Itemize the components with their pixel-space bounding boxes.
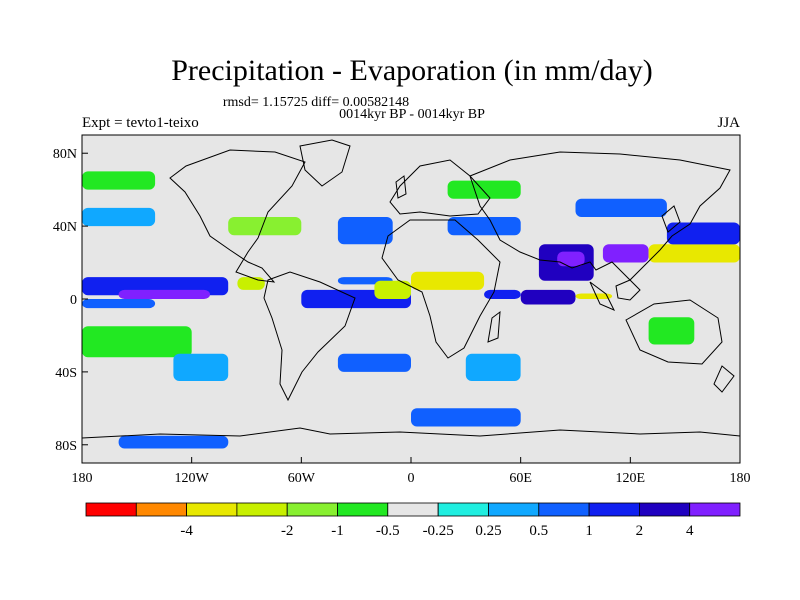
coast-new-zealand [713,365,735,393]
field-region-27 [447,180,521,199]
colorbar-box-6 [387,502,439,517]
colorbar-box-5 [337,502,389,517]
field-region-13 [602,244,649,263]
field-region-17 [82,326,192,358]
y-tick-label-1: 40N [53,220,77,235]
field-region-8 [484,289,521,299]
field-region-19 [337,353,411,372]
coast-south-america [263,271,356,402]
colorbar-box-3 [236,502,288,517]
colorbar-label-1: -2 [281,523,294,539]
field-region-26 [447,217,521,236]
field-region-15 [666,222,740,245]
coast-uk [395,175,407,199]
colorbar-label-9: 4 [686,523,694,539]
colorbar-box-4 [286,502,338,517]
coast-australia [625,299,723,365]
field-region-6 [411,271,485,290]
colorbar-label-4: -0.25 [423,523,454,539]
field-region-25 [337,217,393,245]
x-tick-label-1: 120W [175,471,210,486]
field-region-10 [575,293,613,299]
colorbar-box-8 [488,502,540,517]
field-region-2 [82,299,156,309]
x-tick-label-6: 180 [730,471,751,486]
colorbar-box-11 [639,502,691,517]
chart-subtitle: 0014kyr BP - 0014kyr BP [339,107,485,122]
x-tick-label-5: 120E [616,471,646,486]
colorbar-label-0: -4 [180,523,193,539]
colorbar-label-6: 0.5 [529,523,548,539]
x-tick-label-2: 60W [288,471,316,486]
field-region-22 [118,435,229,449]
coast-madagascar [487,310,501,343]
field-region-1 [118,289,210,299]
coastlines [82,139,740,439]
colorbar-label-3: -0.5 [376,523,400,539]
field-region-18 [173,353,229,381]
colorbar-box-1 [135,502,188,517]
colorbar-label-2: -1 [331,523,344,539]
y-tick-label-2: 0 [70,293,77,308]
chart-title: Precipitation - Evaporation (in mm/day) [171,54,653,87]
colorbar-label-8: 2 [636,523,644,539]
field-region-29 [82,207,156,227]
field-region-14 [648,244,740,263]
coast-borneo [615,279,641,301]
colorbar-label-5: 0.25 [475,523,501,539]
right-label: JJA [717,115,740,131]
field-region-21 [648,317,695,345]
coast-north-america [169,149,306,283]
colorbar: -4 -2 -1 -0.5 -0.25 0.25 0.5 1 2 4 [85,502,741,539]
x-tick-label-4: 60E [509,471,532,486]
coast-japan [661,205,681,233]
y-tick-label-3: 40S [55,366,77,381]
coast-greenland [299,139,351,187]
x-tick-label-3: 0 [408,471,415,486]
field-region-3 [237,277,265,290]
x-axis: 180 120W 60W 0 60E 120E 180 [72,457,751,486]
field-region-30 [82,171,156,190]
field-region-28 [575,198,667,217]
plot-area: 180 120W 60W 0 60E 120E 180 80N 40N 0 40S 80S [53,134,751,486]
colorbar-label-7: 1 [585,523,593,539]
pme-field [82,171,740,449]
coast-sumatra [589,281,616,311]
coast-asia [469,151,731,281]
field-region-24 [228,217,302,236]
y-tick-label-0: 80N [53,147,77,162]
colorbar-box-7 [437,502,489,517]
colorbar-box-0 [85,502,137,517]
coast-africa [381,219,501,359]
field-region-12 [557,251,585,267]
coast-antarctica [82,427,740,439]
colorbar-box-9 [538,502,590,517]
colorbar-box-10 [588,502,640,517]
y-tick-label-4: 80S [55,439,77,454]
stats-text: rmsd= 1.15725 diff= 0.00582148 [223,95,409,110]
field-region-7 [374,280,411,299]
field-region-20 [465,353,521,381]
field-region-9 [520,289,576,305]
x-tick-label-0: 180 [72,471,93,486]
colorbar-box-12 [689,502,741,517]
coast-europe [389,159,491,217]
y-axis: 80N 40N 0 40S 80S [53,147,88,454]
field-region-23 [411,408,521,427]
left-label: Expt = tevto1-teixo [82,115,199,131]
colorbar-box-2 [186,502,238,517]
